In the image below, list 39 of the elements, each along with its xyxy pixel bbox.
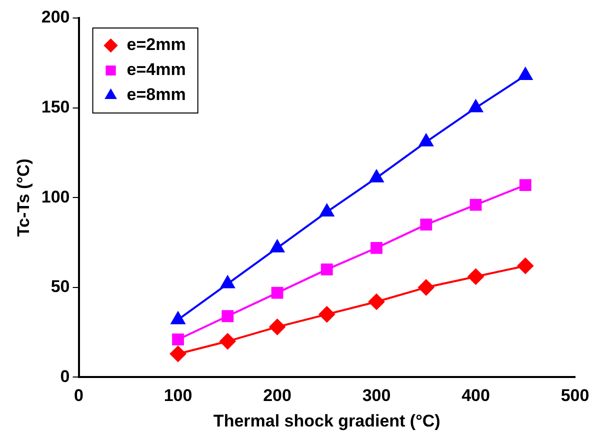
legend-label: e=8mm: [126, 85, 186, 104]
point: [318, 306, 335, 322]
point: [518, 67, 532, 80]
point: [519, 179, 532, 191]
point: [517, 258, 534, 274]
x-tick-label: 400: [462, 386, 490, 406]
legend-label: e=2mm: [126, 35, 186, 54]
y-tick-label: 50: [50, 277, 70, 296]
point: [468, 268, 484, 285]
point: [220, 276, 235, 288]
point: [222, 310, 234, 322]
point: [220, 333, 236, 350]
point: [368, 294, 385, 310]
point: [271, 286, 284, 299]
point: [320, 263, 333, 276]
point: [468, 100, 483, 112]
x-tick-label: 100: [164, 386, 192, 406]
y-axis-title: Tc-Ts (°C): [14, 158, 33, 237]
y-tick-label: 200: [41, 8, 70, 27]
y-tick-label: 0: [60, 366, 70, 386]
point: [370, 242, 382, 254]
point: [418, 279, 434, 296]
x-tick-label: 300: [362, 386, 391, 406]
y-tick-label: 100: [41, 187, 70, 206]
x-tick-label: 200: [263, 386, 292, 406]
point: [419, 134, 434, 146]
legend-label: e=4mm: [126, 60, 186, 80]
point: [270, 240, 284, 252]
x-tick-label: 0: [74, 386, 84, 406]
point: [470, 198, 482, 211]
x-tick-label: 500: [560, 386, 590, 406]
y-tick-label: 150: [41, 97, 70, 116]
point: [170, 346, 186, 362]
point: [369, 170, 384, 182]
x-axis-title: Thermal shock gradient (°C): [213, 411, 440, 430]
point: [420, 218, 432, 230]
point: [269, 318, 286, 335]
point: [172, 334, 184, 346]
point: [320, 204, 334, 216]
